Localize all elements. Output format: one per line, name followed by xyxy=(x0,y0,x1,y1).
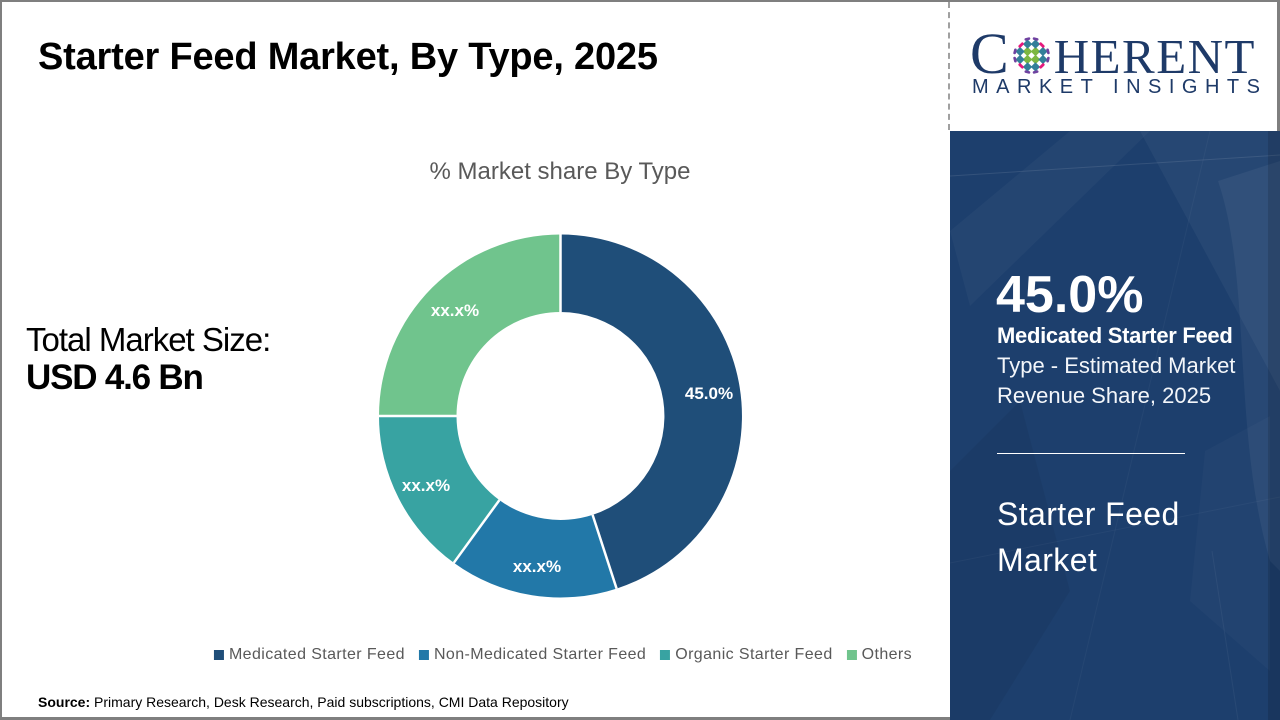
svg-text:xx.x%: xx.x% xyxy=(402,476,450,495)
svg-text:xx.x%: xx.x% xyxy=(431,301,479,320)
svg-text:xx.x%: xx.x% xyxy=(513,557,561,576)
svg-text:45.0%: 45.0% xyxy=(685,384,733,403)
